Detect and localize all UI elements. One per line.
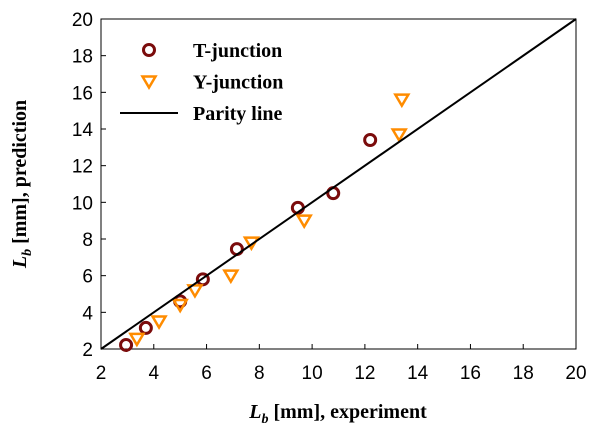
x-tick-label: 8 [254, 363, 265, 384]
x-axis-label: Lb [mm], experiment [248, 401, 427, 427]
y-tick-label: 10 [72, 193, 93, 214]
x-label-symbol: L [248, 401, 261, 423]
x-tick-label: 16 [460, 363, 481, 384]
data-point [222, 269, 240, 285]
y-tick-label: 4 [82, 303, 93, 324]
y-tick-label: 16 [72, 83, 93, 104]
y-tick-label: 8 [82, 230, 93, 251]
x-label-text: [mm], experiment [268, 401, 427, 423]
data-point [171, 298, 189, 314]
data-point [186, 284, 204, 299]
y-label-subscript: b [20, 249, 35, 256]
data-point [119, 337, 134, 352]
data-point [295, 214, 313, 230]
legend-label: T-junction [193, 40, 282, 62]
y-axis-label: Lb [mm], prediction [9, 100, 35, 269]
y-tick-label: 2 [82, 340, 93, 361]
plot-frame [100, 18, 577, 350]
x-tick-label: 18 [513, 363, 534, 384]
x-tick-label: 6 [201, 363, 212, 384]
legend-marker [142, 43, 156, 57]
data-point [363, 133, 378, 147]
data-point [128, 332, 146, 348]
data-point [393, 93, 411, 109]
x-tick-label: 2 [96, 363, 107, 384]
x-tick-label: 4 [148, 363, 159, 384]
x-tick-label: 20 [565, 363, 586, 384]
data-point [150, 315, 168, 330]
x-tick-label: 14 [407, 363, 429, 384]
y-label-text: [mm], prediction [9, 100, 31, 249]
data-point [138, 320, 153, 335]
y-tick-label: 18 [72, 47, 93, 68]
legend-label: Y-junction [193, 72, 283, 94]
x-label-subscript: b [261, 412, 268, 427]
parity-line [100, 18, 577, 350]
legend-label: Parity line [193, 103, 283, 125]
legend-marker [140, 75, 158, 90]
y-tick-label: 6 [82, 267, 93, 288]
x-tick-label: 10 [302, 363, 323, 384]
x-tick-label: 12 [354, 363, 375, 384]
data-point [390, 128, 408, 143]
y-label-symbol: L [9, 256, 31, 269]
y-tick-label: 20 [72, 10, 93, 31]
y-tick-label: 12 [72, 157, 93, 178]
y-tick-label: 14 [72, 120, 94, 141]
